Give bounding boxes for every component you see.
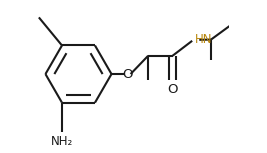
Text: O: O (167, 83, 178, 96)
Text: HN: HN (195, 33, 212, 46)
Text: NH₂: NH₂ (51, 135, 73, 148)
Text: O: O (122, 68, 133, 81)
